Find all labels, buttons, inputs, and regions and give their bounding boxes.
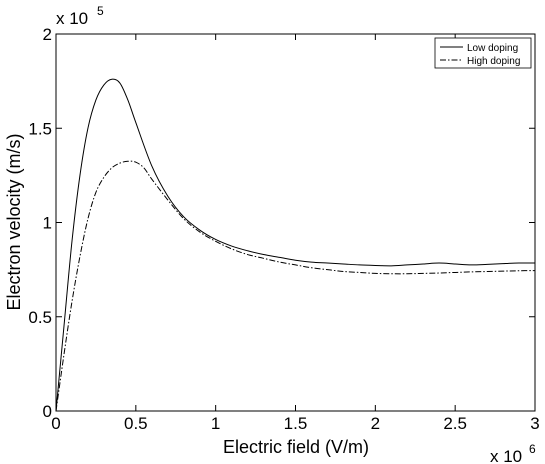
y-axis-multiplier: x 10 5 <box>56 4 104 28</box>
x-tick-label: 2 <box>371 414 380 433</box>
series-group <box>55 78 536 412</box>
y-multiplier-base: x 10 <box>56 9 88 28</box>
x-tick-label: 1 <box>211 414 220 433</box>
x-tick-label: 0.5 <box>124 414 148 433</box>
x-tick-label: 3 <box>530 414 539 433</box>
x-axis-multiplier: x 10 6 <box>490 442 536 464</box>
x-tick-label: 0 <box>51 414 60 433</box>
y-tick-label: 1 <box>43 214 52 233</box>
x-axis-title: Electric field (V/m) <box>223 437 369 457</box>
x-multiplier-exponent: 6 <box>529 442 536 456</box>
legend-label-high-doping: High doping <box>467 56 520 67</box>
x-axis-ticks: 0 0.5 1 1.5 2 2.5 3 <box>51 34 540 433</box>
y-axis-title: Electron velocity (m/s) <box>4 133 24 310</box>
series-line-low-doping <box>55 78 536 412</box>
x-multiplier-base: x 10 <box>490 447 522 464</box>
legend-box <box>434 37 532 69</box>
x-tick-label: 2.5 <box>443 414 467 433</box>
y-multiplier-exponent: 5 <box>97 4 104 18</box>
series-line-high-doping <box>55 160 536 412</box>
y-tick-label: 0.5 <box>28 308 52 327</box>
legend-label-low-doping: Low doping <box>467 43 518 54</box>
y-tick-label: 0 <box>43 402 52 421</box>
x-tick-label: 1.5 <box>284 414 308 433</box>
legend: Low doping High doping <box>434 37 532 69</box>
y-tick-label: 1.5 <box>28 119 52 138</box>
y-tick-label: 2 <box>43 25 52 44</box>
plot-area <box>55 33 536 412</box>
y-axis-ticks: 0 0.5 1 1.5 2 <box>28 25 535 421</box>
